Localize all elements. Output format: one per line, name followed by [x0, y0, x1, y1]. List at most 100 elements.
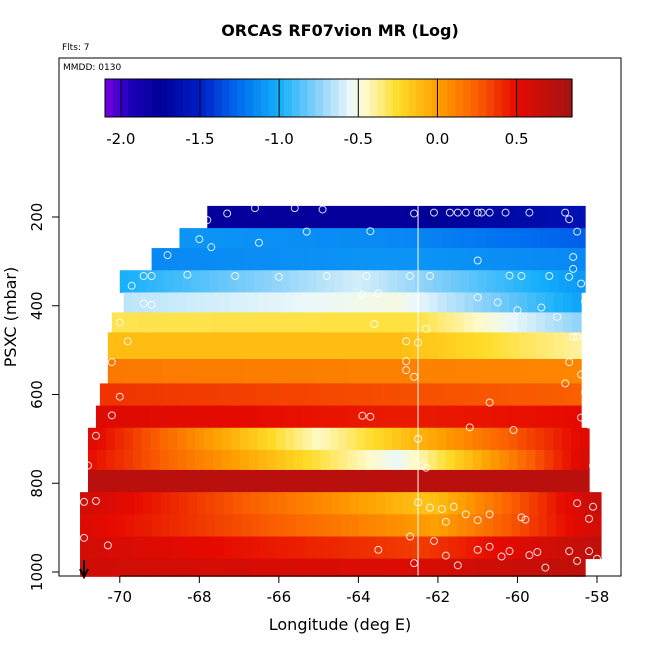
observation-point — [358, 411, 367, 420]
heatmap-cell — [186, 449, 196, 471]
heatmap-cell — [124, 536, 135, 560]
heatmap-cell — [127, 383, 137, 406]
heatmap-cell — [179, 359, 189, 384]
heatmap-cell — [387, 205, 397, 229]
observation-point — [589, 502, 598, 511]
heatmap-cell — [484, 514, 494, 537]
heatmap-cell — [491, 359, 502, 384]
heatmap-cell — [553, 427, 563, 451]
heatmap-cell — [361, 270, 371, 293]
observation-point — [115, 318, 124, 327]
heatmap-cell — [459, 270, 470, 293]
heatmap-cell — [422, 558, 433, 577]
heatmap-cell — [540, 205, 550, 229]
heatmap-cell — [240, 427, 250, 451]
heatmap-cell — [268, 492, 279, 515]
heatmap-cell — [259, 332, 270, 360]
heatmap-cell — [305, 558, 316, 577]
observation-point — [517, 272, 526, 281]
heatmap-cell — [222, 427, 232, 451]
heatmap-cell — [439, 492, 449, 515]
heatmap-cell — [332, 228, 343, 249]
heatmap-cell — [295, 359, 305, 384]
heatmap-cell — [241, 248, 252, 271]
heatmap-cell — [186, 427, 196, 451]
heatmap-cell — [341, 248, 351, 271]
heatmap-cell — [164, 270, 175, 293]
flights-label: Flts: 7 — [62, 43, 90, 53]
heatmap-cell — [125, 558, 135, 577]
heatmap-cell — [367, 536, 378, 560]
heatmap-cell — [484, 492, 494, 515]
heatmap-cell — [368, 228, 379, 249]
observation-point — [374, 545, 383, 554]
observation-point — [370, 319, 379, 328]
heatmap-cell — [286, 536, 297, 560]
heatmap-cell — [436, 427, 447, 451]
heatmap-cell — [490, 427, 501, 451]
observation-point — [302, 227, 311, 236]
heatmap-cell — [123, 449, 134, 471]
heatmap-cell — [436, 312, 447, 333]
heatmap-cell — [493, 492, 503, 515]
observation-point — [573, 227, 582, 236]
heatmap-cell — [526, 449, 536, 471]
heatmap-cell — [294, 292, 304, 313]
heatmap-cell — [376, 514, 387, 537]
heatmap-cell — [133, 492, 144, 515]
heatmap-cell — [257, 427, 268, 451]
heatmap-cell — [441, 205, 451, 229]
heatmap-cell — [377, 228, 388, 249]
heatmap-cell — [413, 228, 424, 249]
heatmap-cell — [150, 292, 161, 313]
heatmap-cell — [286, 359, 296, 384]
heatmap-cell — [252, 205, 262, 229]
observation-point — [561, 208, 570, 217]
heatmap-cell — [105, 469, 116, 493]
observation-point — [195, 235, 204, 244]
heatmap-cell — [195, 292, 206, 313]
heatmap-cell — [553, 469, 563, 493]
heatmap-cell — [331, 492, 342, 515]
heatmap-cell — [114, 427, 125, 451]
heatmap-cell — [123, 292, 134, 313]
heatmap-cell — [465, 332, 475, 360]
observation-point — [453, 208, 462, 217]
heatmap-cell — [432, 270, 443, 293]
heatmap-cell — [89, 514, 99, 537]
heatmap-cell — [146, 270, 157, 293]
heatmap-cell — [576, 270, 586, 293]
heatmap-cell — [563, 405, 573, 429]
heatmap-cell — [132, 292, 143, 313]
heatmap-cell — [203, 405, 214, 429]
heatmap-cell — [141, 449, 152, 471]
heatmap-cell — [223, 492, 234, 515]
observation-point — [422, 463, 430, 472]
observation-point — [251, 204, 259, 213]
observation-point — [183, 270, 192, 279]
heatmap-cell — [349, 492, 360, 515]
heatmap-cell — [430, 514, 440, 537]
heatmap-cell — [379, 270, 389, 293]
heatmap-cell — [446, 292, 457, 313]
colorbar-tick-label: -1.0 — [264, 130, 293, 148]
heatmap-cell — [207, 205, 217, 229]
heatmap-cell — [286, 514, 297, 537]
observation-point — [91, 431, 100, 440]
observation-point — [585, 547, 594, 556]
x-tick-label: -62 — [426, 588, 451, 606]
heatmap-cell — [334, 270, 345, 293]
heatmap-cell — [347, 427, 358, 451]
heatmap-cell — [269, 228, 280, 249]
heatmap-cell — [165, 312, 176, 333]
heatmap-cell — [427, 427, 438, 451]
date-label: MMDD: 0130 — [63, 63, 121, 73]
observation-point — [521, 515, 530, 524]
heatmap-cell — [313, 514, 324, 537]
heatmap-cell — [119, 270, 130, 293]
heatmap-cell — [314, 558, 325, 577]
heatmap-cell — [472, 383, 482, 406]
observation-point — [207, 243, 216, 252]
heatmap-cell — [284, 405, 295, 429]
heatmap-cell — [571, 449, 581, 471]
